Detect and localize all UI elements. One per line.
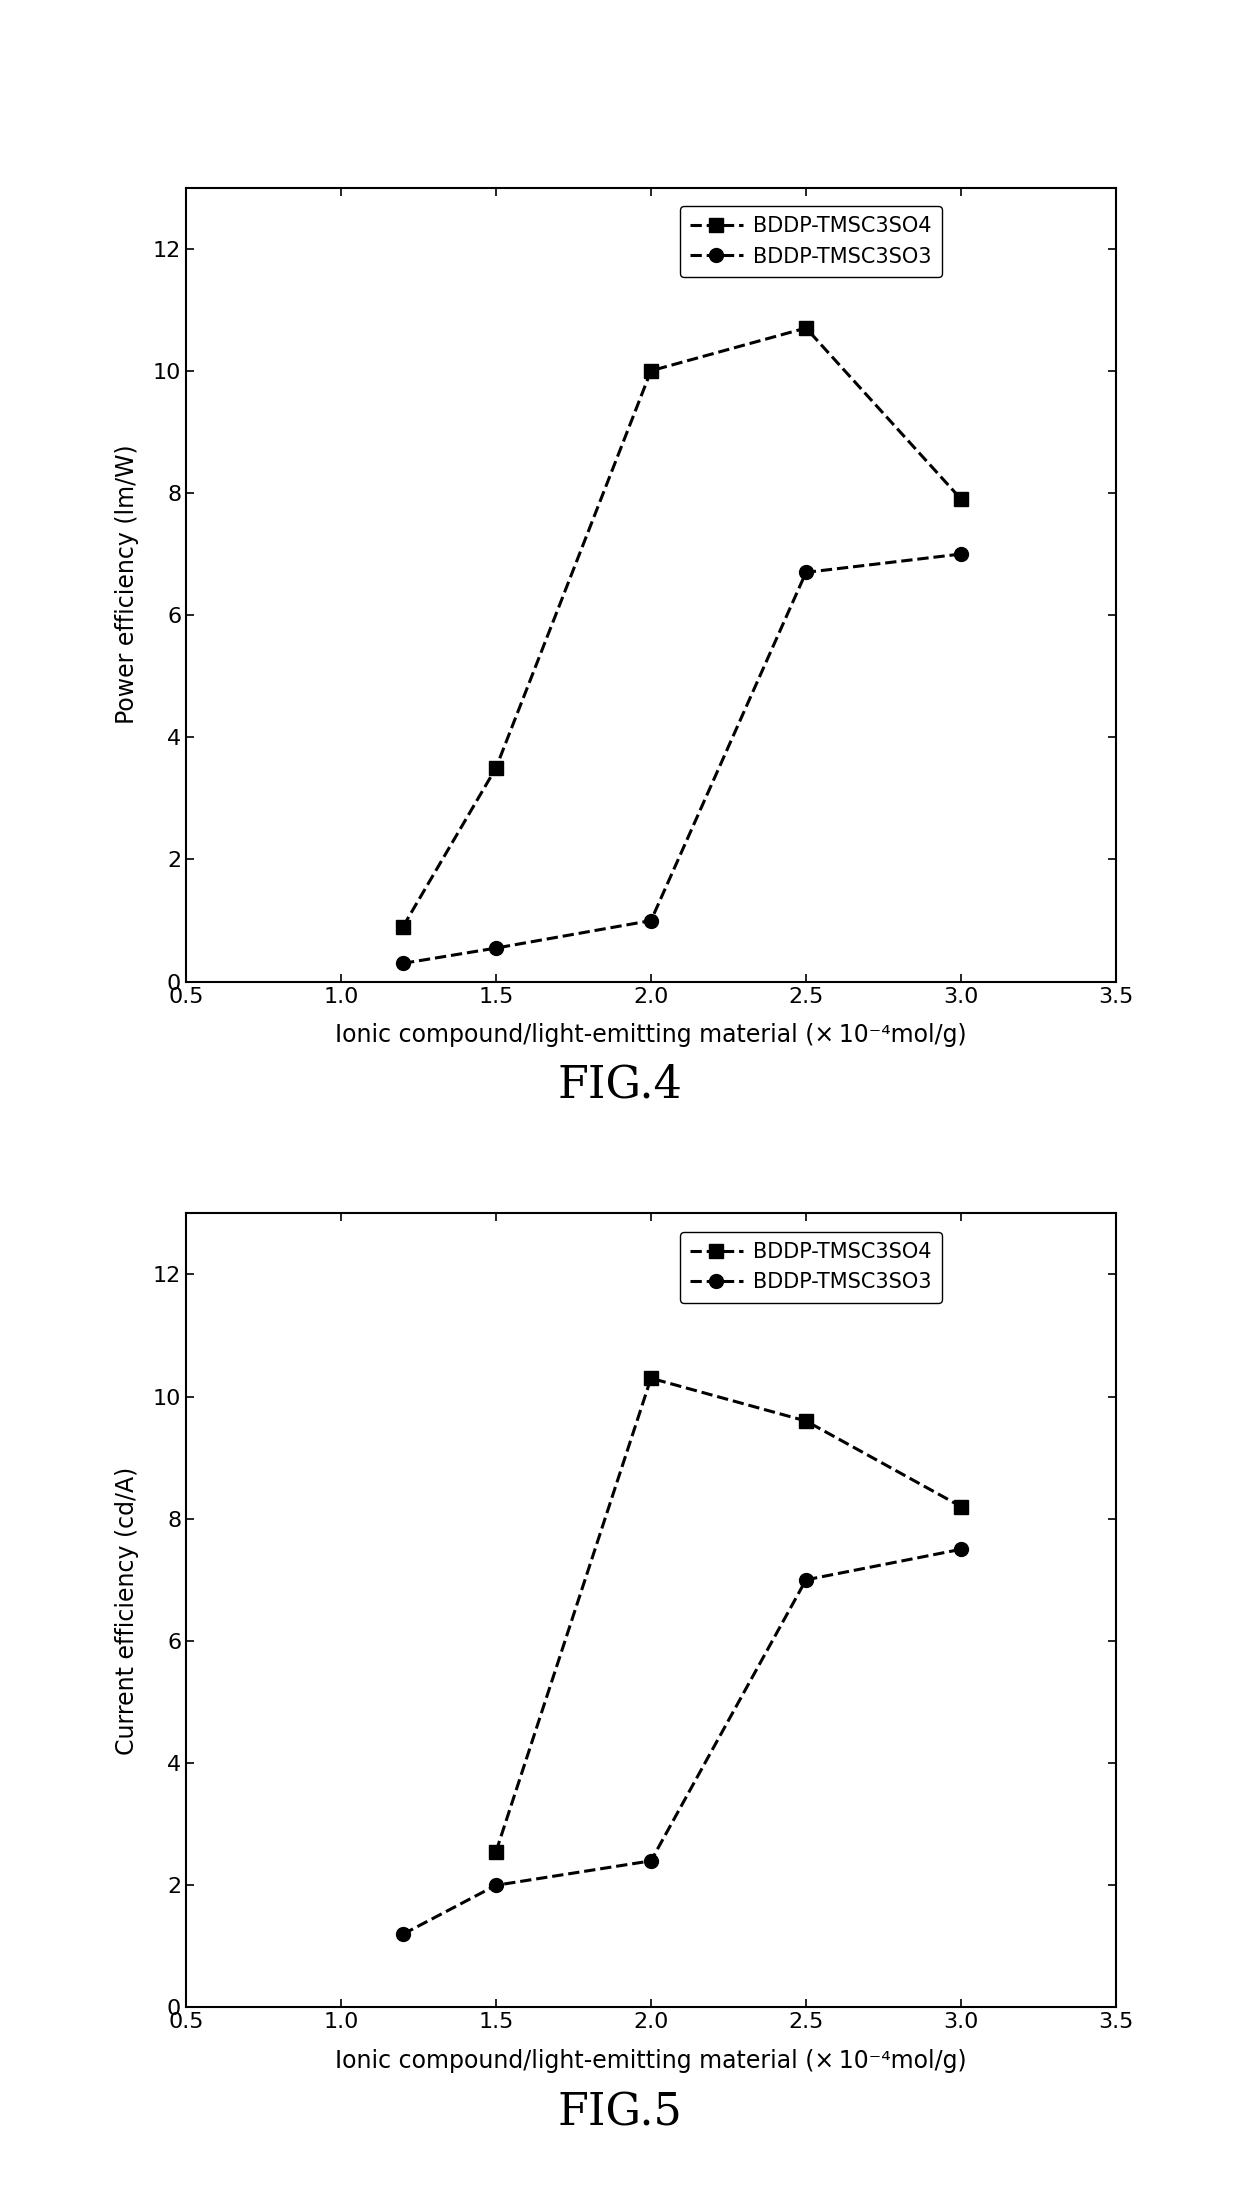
Line: BDDP-TMSC3SO3: BDDP-TMSC3SO3 — [396, 1542, 968, 1941]
Legend: BDDP-TMSC3SO4, BDDP-TMSC3SO3: BDDP-TMSC3SO4, BDDP-TMSC3SO3 — [680, 205, 942, 278]
X-axis label: Ionic compound/light-emitting material (× 10⁻⁴mol/g): Ionic compound/light-emitting material (… — [335, 2049, 967, 2074]
BDDP-TMSC3SO3 — [644, 1849, 658, 1875]
BDDP-TMSC3SO4 — [954, 485, 968, 512]
BDDP-TMSC3SO3 — [644, 907, 658, 933]
BDDP-TMSC3SO4 — [799, 1407, 813, 1434]
BDDP-TMSC3SO3 — [954, 540, 968, 567]
Text: FIG.5: FIG.5 — [558, 2091, 682, 2135]
Y-axis label: Power efficiency (lm/W): Power efficiency (lm/W) — [115, 446, 139, 724]
BDDP-TMSC3SO4 — [644, 357, 658, 384]
Y-axis label: Current efficiency (cd/A): Current efficiency (cd/A) — [115, 1467, 139, 1754]
BDDP-TMSC3SO3 — [799, 558, 813, 585]
BDDP-TMSC3SO4 — [489, 754, 503, 781]
BDDP-TMSC3SO3 — [396, 1921, 410, 1948]
BDDP-TMSC3SO3 — [489, 935, 503, 962]
BDDP-TMSC3SO4 — [799, 315, 813, 342]
X-axis label: Ionic compound/light-emitting material (× 10⁻⁴mol/g): Ionic compound/light-emitting material (… — [335, 1024, 967, 1048]
BDDP-TMSC3SO4 — [396, 913, 410, 940]
BDDP-TMSC3SO4 — [644, 1366, 658, 1392]
BDDP-TMSC3SO3 — [489, 1873, 503, 1899]
Text: FIG.4: FIG.4 — [558, 1063, 682, 1107]
BDDP-TMSC3SO3 — [799, 1566, 813, 1593]
Line: BDDP-TMSC3SO3: BDDP-TMSC3SO3 — [396, 547, 968, 971]
BDDP-TMSC3SO4 — [954, 1493, 968, 1520]
Legend: BDDP-TMSC3SO4, BDDP-TMSC3SO3: BDDP-TMSC3SO4, BDDP-TMSC3SO3 — [680, 1231, 942, 1304]
BDDP-TMSC3SO4 — [489, 1838, 503, 1864]
BDDP-TMSC3SO3 — [396, 951, 410, 977]
BDDP-TMSC3SO3 — [954, 1535, 968, 1562]
Line: BDDP-TMSC3SO4: BDDP-TMSC3SO4 — [396, 322, 968, 933]
Line: BDDP-TMSC3SO4: BDDP-TMSC3SO4 — [489, 1372, 968, 1860]
